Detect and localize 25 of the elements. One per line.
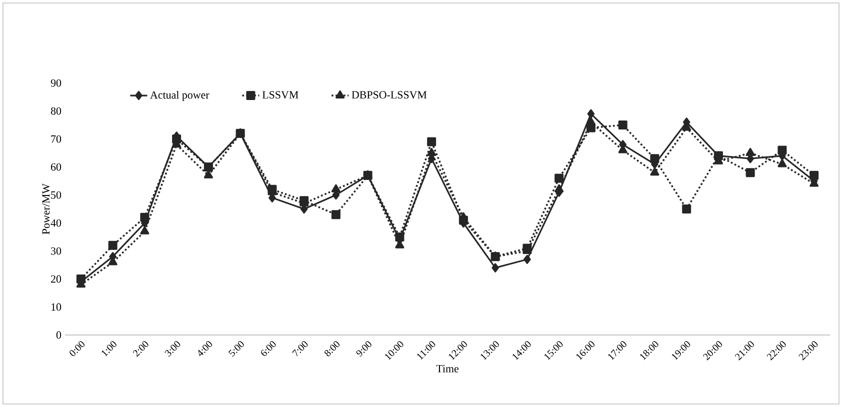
y-tick-label: 60 (50, 163, 62, 171)
x-tick-label: 4:00 (198, 341, 212, 356)
y-tick-label: 10 (51, 303, 62, 311)
y-tick-label: 40 (50, 219, 62, 227)
x-tick-label: 1:00 (102, 341, 116, 357)
x-tick-label: 0:00 (70, 341, 85, 356)
y-axis-title: Power/MW (42, 183, 50, 234)
x-tick-label: 6:00 (261, 341, 276, 356)
y-tick-label: 50 (51, 191, 62, 199)
x-tick-label: 7:00 (292, 341, 308, 356)
x-tick-label: 8:00 (324, 341, 340, 356)
x-tick-label: 5:00 (228, 341, 244, 357)
x-axis-title: Time (436, 365, 459, 372)
x-tick-label: 3:00 (164, 341, 180, 357)
legend-label: Actual power (150, 90, 210, 101)
y-tick-label: 80 (50, 107, 62, 115)
y-tick-label: 90 (50, 79, 62, 87)
legend-label: DBPSO-LSSVM (352, 91, 427, 99)
y-tick-label: 20 (51, 275, 62, 283)
x-tick-label: 9:00 (356, 341, 372, 357)
y-tick-label: 0 (56, 331, 62, 339)
legend-label: LSSVM (262, 91, 298, 99)
y-tick-label: 70 (51, 135, 62, 143)
y-tick-label: 30 (51, 247, 62, 255)
x-tick-label: 2:00 (132, 341, 148, 357)
